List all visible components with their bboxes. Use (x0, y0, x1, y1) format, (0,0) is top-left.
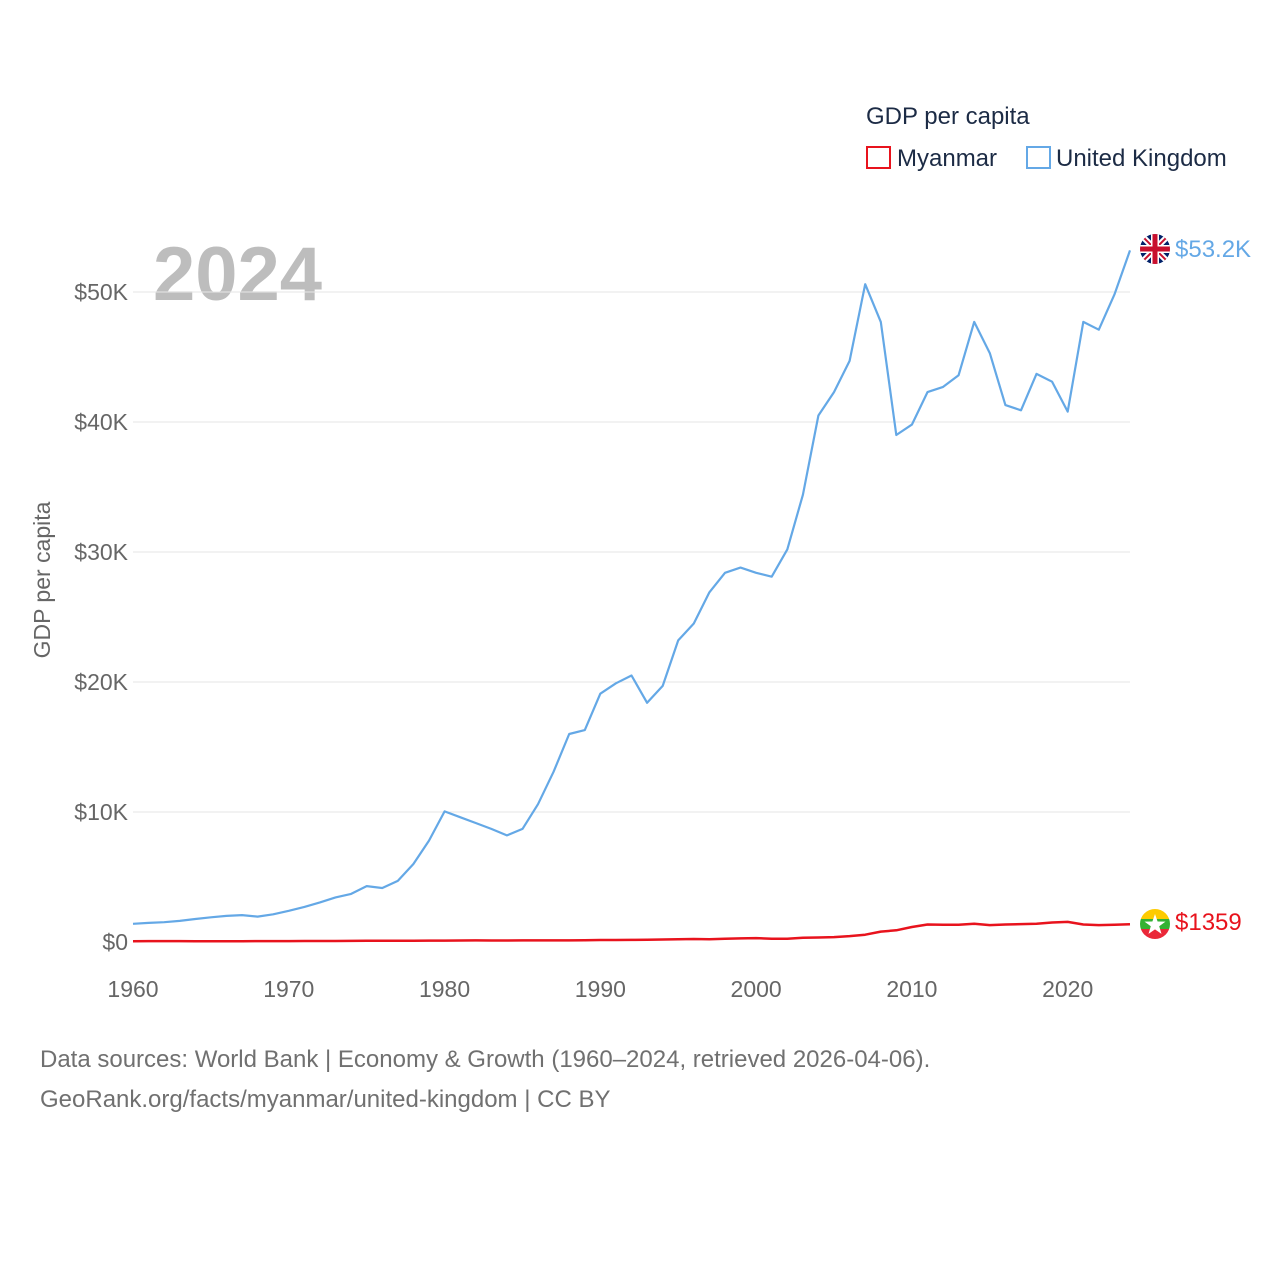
legend-swatch-united-kingdom (1026, 146, 1051, 169)
series-line-united-kingdom (132, 250, 1132, 925)
series-line-myanmar (132, 920, 1131, 943)
legend-label-myanmar: Myanmar (897, 145, 997, 172)
x-tick-label: 1990 (575, 976, 626, 1002)
series-lines (132, 250, 1132, 943)
end-label-united-kingdom: $53.2K (1175, 236, 1251, 263)
legend-swatch-myanmar (866, 146, 891, 169)
footer: Data sources: World Bank | Economy & Gro… (40, 1040, 930, 1120)
legend-title: GDP per capita (866, 103, 1030, 130)
united-kingdom-flag-icon (1140, 234, 1170, 264)
x-tick-label: 2010 (886, 976, 937, 1002)
x-axis-ticks: 1960 1970 1980 1990 2000 2010 2020 (107, 976, 1093, 1002)
legend-item-myanmar[interactable]: Myanmar (866, 145, 997, 172)
x-tick-label: 2000 (731, 976, 782, 1002)
y-tick-label: $0 (102, 929, 128, 955)
year-label: 2024 (153, 232, 322, 317)
y-tick-label: $30K (74, 539, 128, 565)
y-tick-label: $50K (74, 279, 128, 305)
x-tick-label: 1980 (419, 976, 470, 1002)
y-axis-label: GDP per capita (29, 501, 55, 658)
end-label-myanmar: $1359 (1175, 909, 1242, 936)
y-axis-ticks: $0 $10K $20K $30K $40K $50K (74, 279, 128, 955)
myanmar-flag-icon (1140, 909, 1170, 939)
y-tick-label: $20K (74, 669, 128, 695)
data-sources-text: Data sources: World Bank | Economy & Gro… (40, 1046, 931, 1073)
x-tick-label: 2020 (1042, 976, 1093, 1002)
y-tick-label: $40K (74, 409, 128, 435)
gridlines (133, 291, 1130, 813)
x-tick-label: 1970 (263, 976, 314, 1002)
y-tick-label: $10K (74, 799, 128, 825)
x-tick-label: 1960 (107, 976, 158, 1002)
legend-label-united-kingdom: United Kingdom (1056, 145, 1227, 172)
legend-item-united-kingdom[interactable]: United Kingdom (1026, 145, 1227, 172)
source-url-text[interactable]: GeoRank.org/facts/myanmar/united-kingdom… (40, 1086, 611, 1113)
